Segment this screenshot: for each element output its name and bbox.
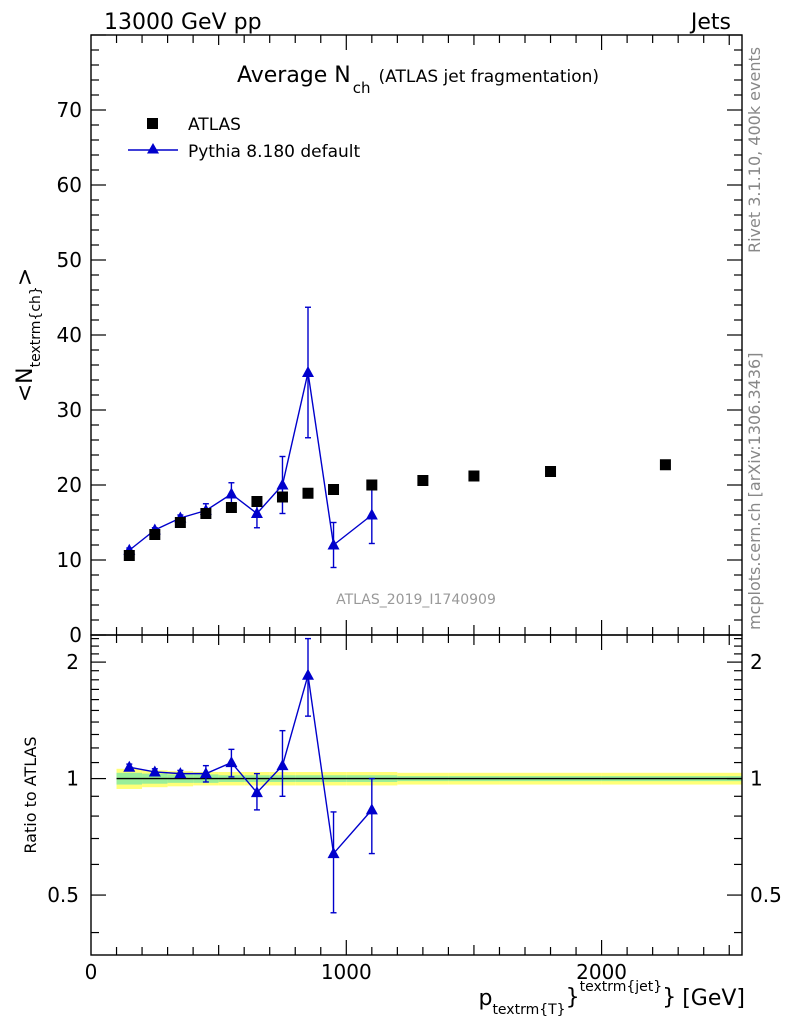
ratio-pythia-line (129, 675, 373, 856)
watermark: ATLAS_2019_I1740909 (336, 592, 496, 608)
xlabel-text: p (478, 986, 492, 1011)
x-tick-label: 2000 (576, 960, 627, 984)
atlas-point (366, 479, 378, 491)
pythia-point (225, 487, 238, 499)
main-y-tick-label: 40 (57, 323, 82, 347)
atlas-point (417, 475, 429, 486)
ratio-point (225, 756, 238, 768)
main-ylabel-text: <N (13, 367, 38, 402)
main-title-subscript: ch (353, 79, 371, 97)
ratio-ylabel-text: Ratio to ATLAS (21, 736, 40, 853)
atlas-point (659, 459, 671, 471)
ratio-x-tick-labels: 0 1000 2000 (85, 960, 627, 984)
ratio-point (148, 765, 161, 777)
main-y-tick-label: 10 (57, 548, 82, 572)
ratio-point (174, 767, 187, 779)
atlas-point (123, 550, 135, 561)
ratio-y-tick-label: 0.5 (47, 883, 79, 907)
ratio-panel: 0.512 0.512 0 1000 2000 Ratio to ATLAS pte… (21, 634, 782, 1018)
header-left: 13000 GeV pp (104, 10, 262, 35)
pythia-point (365, 508, 378, 520)
xlabel-superscript-brace: } (662, 985, 676, 1010)
atlas-point (328, 484, 340, 495)
atlas-point (302, 487, 314, 499)
legend-atlas-marker (147, 118, 158, 129)
atlas-point (225, 502, 237, 513)
atlas-point (174, 517, 186, 528)
ratio-point (327, 847, 340, 859)
legend: ATLAS Pythia 8.180 default (128, 115, 361, 162)
main-ylabel-subscript: textrm{ch} (28, 286, 44, 367)
atlas-point (276, 491, 288, 503)
main-ylabel: <Ntextrm{ch}> (13, 268, 44, 403)
ratio-y-tick-label-right: 1 (750, 767, 763, 791)
ratio-plot-frame (90, 634, 743, 956)
ratio-y-tick-label-right: 2 (750, 650, 763, 674)
svg-text:<Ntextrm{ch}>: <Ntextrm{ch}> (13, 268, 44, 403)
ratio-point (123, 760, 136, 772)
xlabel-subscript: textrm{T} (492, 1002, 565, 1018)
ratio-ylabel: Ratio to ATLAS (21, 736, 40, 853)
main-title-tail: (ATLAS jet fragmentation) (379, 67, 600, 87)
main-ylabel-tail: > (13, 268, 38, 286)
main-y-tick-label: 30 (57, 398, 82, 422)
ratio-xlabel: ptextrm{T}}textrm{jet}} [GeV] (478, 979, 745, 1018)
pythia-point (327, 538, 340, 550)
atlas-point (468, 470, 480, 482)
ratio-point (302, 668, 314, 680)
x-tick-label: 0 (85, 960, 98, 984)
xlabel-unit: [GeV] (682, 986, 745, 1011)
main-y-tick-label: 70 (57, 98, 82, 122)
atlas-point (149, 529, 161, 540)
atlas-point (545, 466, 557, 477)
ratio-y-tick-label: 1 (66, 767, 79, 791)
legend-pythia-marker (147, 143, 159, 154)
ratio-y-tick-labels-right: 0.5 1 2 (750, 650, 782, 907)
x-tick-label: 1000 (321, 960, 372, 984)
main-y-tick-labels: 0 10 20 30 40 50 60 70 (57, 98, 82, 647)
xlabel-brace: } (566, 985, 580, 1010)
ratio-y-tick-label-right: 0.5 (750, 883, 782, 907)
pythia-point (276, 478, 289, 490)
pythia-line (128, 372, 373, 551)
pythia-point (302, 366, 314, 377)
main-y-tick-label: 60 (57, 173, 82, 197)
main-y-tick-label: 0 (69, 623, 82, 647)
header-right: Jets (689, 10, 731, 35)
pythia-point (250, 507, 263, 518)
ratio-data-marks (123, 637, 378, 914)
ratio-point (276, 759, 289, 771)
main-y-tick-label: 50 (57, 248, 82, 272)
rivet-label: Rivet 3.1.10, 400k events (745, 46, 764, 253)
legend-pythia-label: Pythia 8.180 default (188, 142, 361, 162)
xlabel-superscript: textrm{jet} (580, 979, 663, 995)
main-y-tick-label: 20 (57, 473, 82, 497)
main-data-marks (123, 306, 671, 569)
atlas-point (200, 508, 212, 519)
atlas-point (251, 496, 263, 507)
ratio-point (199, 767, 212, 779)
mcplots-label: mcplots.cern.ch [arXiv:1306.3436] (745, 352, 764, 630)
ratio-axis-ticks (91, 635, 742, 955)
ratio-y-tick-labels: 0.5 1 2 (47, 650, 79, 907)
legend-atlas-label: ATLAS (188, 115, 241, 135)
main-axis-ticks (91, 34, 742, 636)
ratio-point (250, 786, 263, 798)
ratio-y-tick-label: 2 (66, 650, 79, 674)
main-title-text: Average N (237, 63, 351, 88)
ratio-point (365, 803, 378, 815)
